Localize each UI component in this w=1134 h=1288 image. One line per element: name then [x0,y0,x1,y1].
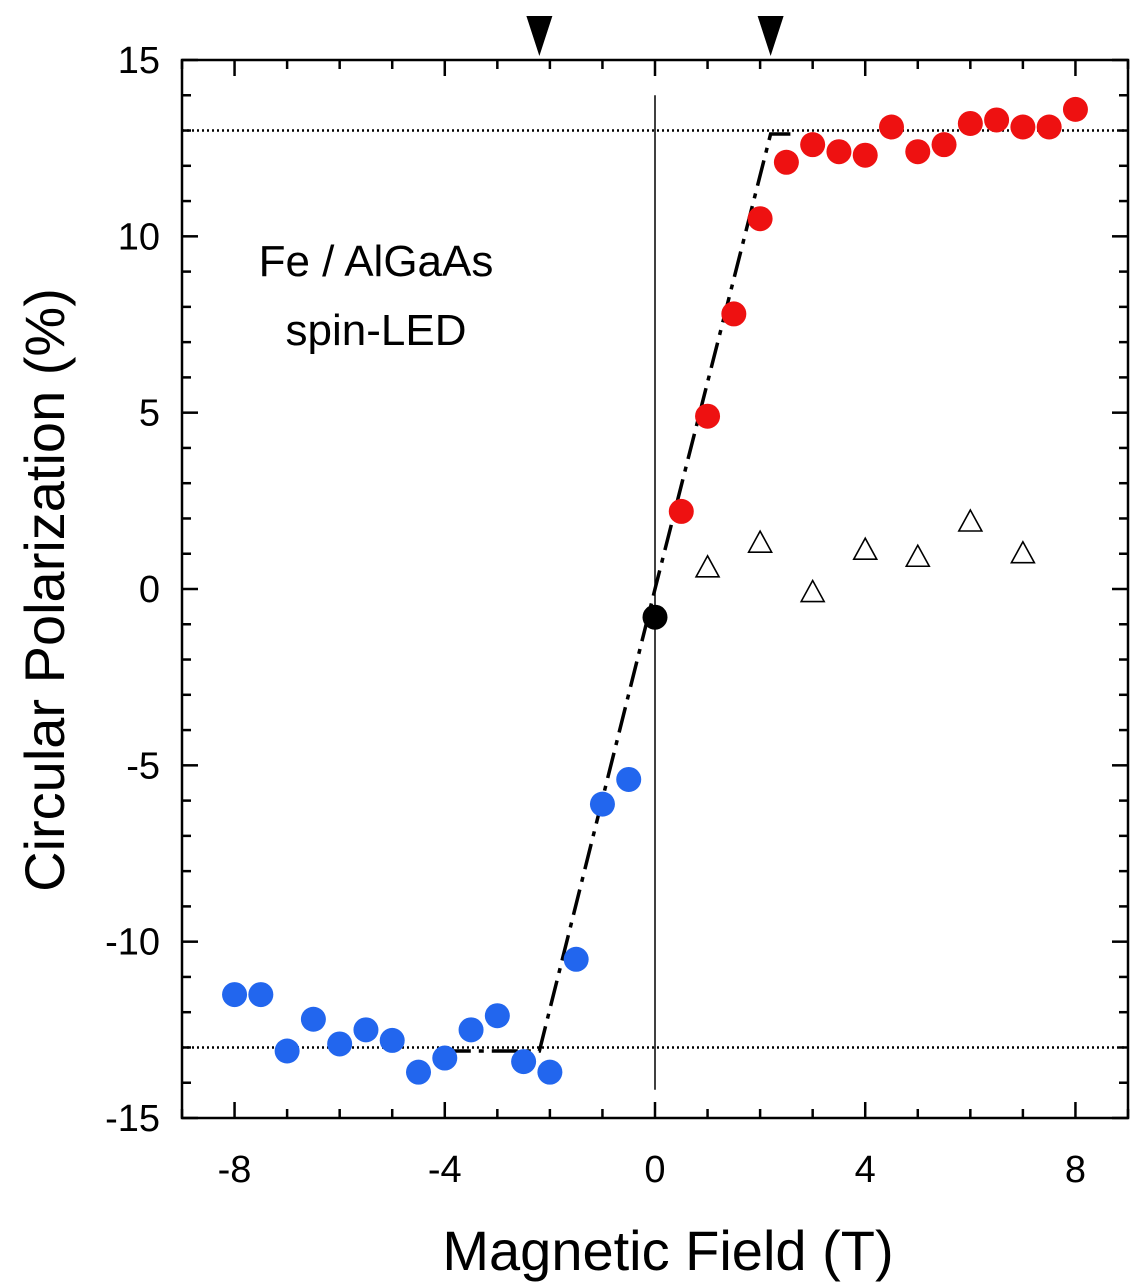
data-point [905,139,931,165]
y-tick-label: 10 [118,216,160,258]
data-point [642,604,668,630]
data-point [668,498,694,524]
top-marker-triangle [526,16,553,56]
y-tick-label: 5 [139,393,160,435]
data-point [773,149,799,175]
x-tick-label: 4 [855,1149,876,1191]
fit-line [444,132,792,1053]
data-point [406,1059,431,1085]
data-point [747,206,773,232]
data-point [1062,96,1088,122]
y-axis-title: Circular Polarization (%) [13,288,76,892]
top-markers [526,16,784,56]
y-tick-label: 0 [139,569,160,611]
data-point-triangle [1010,540,1036,564]
data-point [589,791,615,817]
data-point [379,1027,405,1053]
data-point [826,139,852,165]
annotation-line-1: Fe / AlGaAs [259,237,494,286]
x-tick-label: 8 [1065,1149,1086,1191]
axis-ticks [180,58,1130,1120]
data-point [984,107,1010,133]
data-point [879,114,904,140]
data-point [852,142,878,168]
data-point [432,1045,458,1071]
x-axis-title: Magnetic Field (T) [442,1219,893,1282]
data-point [300,1006,326,1032]
tick-labels: -8 -4 0 4 8 15 10 5 0 -5 -10 -15 [105,40,1086,1191]
data-point [274,1038,300,1064]
fit-curve [444,132,792,1053]
data-point-triangle [904,543,931,568]
data-point [721,301,747,327]
x-tick-label: -8 [218,1149,252,1191]
y-tick-label: 15 [118,40,160,82]
annotation-line-2: spin-LED [286,306,467,355]
data-point-triangle [957,508,984,532]
x-tick-label: 0 [644,1149,665,1191]
data-point [1036,114,1062,140]
data-point [537,1059,563,1085]
data-point [327,1031,353,1057]
data-point [563,946,589,972]
data-point [957,110,983,136]
top-marker-triangle [757,16,784,56]
data-point [353,1017,379,1043]
data-point [222,982,248,1008]
data-point [458,1017,484,1043]
data-point [695,403,721,429]
data-point [616,766,642,792]
data-point [484,1003,510,1029]
data-point [931,132,957,158]
x-tick-label: -4 [428,1149,462,1191]
data-point [248,982,274,1008]
data-point [511,1049,537,1075]
data-point-triangle [799,578,826,603]
data-point [1010,114,1036,140]
data-point-triangle [694,554,721,578]
data-point-triangle [852,536,879,561]
y-tick-label: -10 [105,922,160,964]
data-point [800,132,826,158]
y-tick-label: -15 [105,1098,160,1140]
data-point-triangle [747,529,773,553]
y-tick-label: -5 [126,745,160,787]
data-points [222,96,1088,1085]
